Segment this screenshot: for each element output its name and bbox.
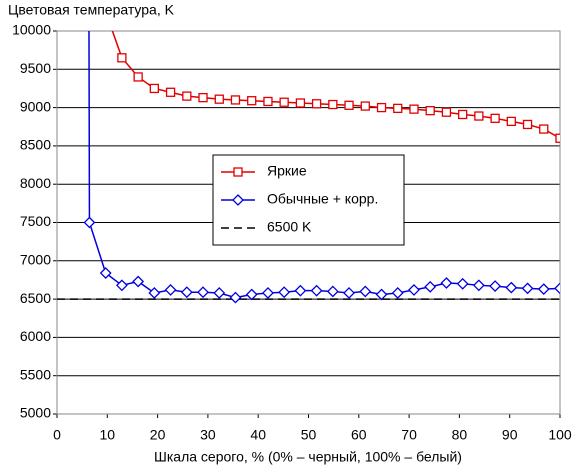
y-tick-label: 5500 — [20, 366, 51, 382]
y-tick-label: 6000 — [20, 328, 51, 344]
marker — [425, 106, 435, 116]
marker — [522, 119, 533, 130]
marker — [279, 97, 289, 107]
marker — [554, 282, 560, 295]
marker — [232, 194, 244, 206]
x-tick-label: 60 — [351, 427, 367, 443]
marker — [310, 284, 323, 297]
marker — [539, 124, 549, 134]
marker — [458, 109, 468, 120]
marker — [197, 286, 209, 299]
marker — [233, 167, 243, 177]
legend-label: Яркие — [267, 163, 307, 179]
marker — [505, 281, 518, 294]
marker — [132, 275, 145, 288]
marker — [83, 216, 96, 229]
chart-title: Цветовая температура, K — [8, 2, 175, 18]
marker — [409, 104, 419, 114]
marker — [149, 83, 159, 94]
y-tick-label: 7500 — [20, 213, 51, 229]
x-tick-label: 90 — [502, 427, 518, 443]
y-tick-label: 9000 — [20, 98, 51, 114]
marker — [164, 283, 177, 296]
marker — [537, 283, 550, 296]
legend-label: Обычные + корр. — [267, 191, 378, 207]
marker — [393, 103, 403, 114]
x-tick-label: 0 — [53, 427, 61, 443]
marker — [521, 282, 534, 295]
x-tick-label: 70 — [401, 427, 417, 443]
marker — [115, 279, 128, 292]
marker — [245, 288, 258, 301]
x-tick-label: 10 — [100, 427, 116, 443]
marker — [472, 279, 485, 292]
marker — [489, 280, 502, 292]
marker — [376, 102, 387, 113]
marker — [344, 100, 354, 110]
plot-layer — [57, 31, 560, 304]
marker — [440, 277, 453, 289]
marker — [360, 101, 370, 111]
x-tick-label: 20 — [150, 427, 166, 443]
marker — [148, 287, 161, 299]
marker — [343, 287, 355, 299]
marker — [456, 277, 469, 290]
marker — [506, 116, 516, 127]
plot-border — [56, 30, 561, 415]
marker — [133, 72, 143, 82]
marker — [328, 99, 338, 110]
marker — [311, 99, 322, 109]
marker — [391, 287, 404, 299]
marker — [214, 94, 224, 104]
x-tick-label: 100 — [548, 427, 572, 443]
marker — [182, 91, 192, 101]
marker — [229, 291, 242, 304]
marker — [375, 288, 388, 301]
y-tick-label: 8000 — [20, 175, 51, 191]
marker — [474, 111, 484, 121]
x-axis-label: Шкала серого, % (0% – черный, 100% – бел… — [154, 449, 462, 465]
x-tick-label: 80 — [452, 427, 468, 443]
marker — [441, 107, 452, 117]
marker — [213, 287, 226, 299]
legend-label: 6500 K — [267, 219, 312, 235]
marker — [263, 96, 273, 107]
y-tick-label: 10000 — [12, 22, 51, 38]
marker — [230, 95, 241, 105]
marker — [295, 98, 306, 108]
marker — [424, 280, 437, 293]
marker — [555, 133, 560, 143]
y-tick-label: 9500 — [20, 60, 51, 76]
marker — [408, 283, 420, 296]
marker — [99, 267, 112, 279]
x-tick-label: 40 — [250, 427, 266, 443]
marker — [262, 287, 274, 299]
x-tick-label: 50 — [301, 427, 317, 443]
marker — [247, 96, 257, 106]
marker — [278, 286, 291, 299]
marker — [294, 284, 307, 297]
y-tick-label: 6500 — [20, 290, 51, 306]
marker — [359, 285, 372, 298]
marker — [117, 53, 127, 63]
marker — [326, 285, 339, 298]
marker — [490, 113, 500, 123]
marker — [165, 87, 176, 97]
y-tick-label: 5000 — [20, 405, 51, 421]
y-tick-label: 7000 — [20, 252, 51, 268]
y-tick-label: 8500 — [20, 137, 51, 153]
x-tick-label: 30 — [200, 427, 216, 443]
marker — [180, 286, 193, 299]
marker — [198, 92, 208, 103]
